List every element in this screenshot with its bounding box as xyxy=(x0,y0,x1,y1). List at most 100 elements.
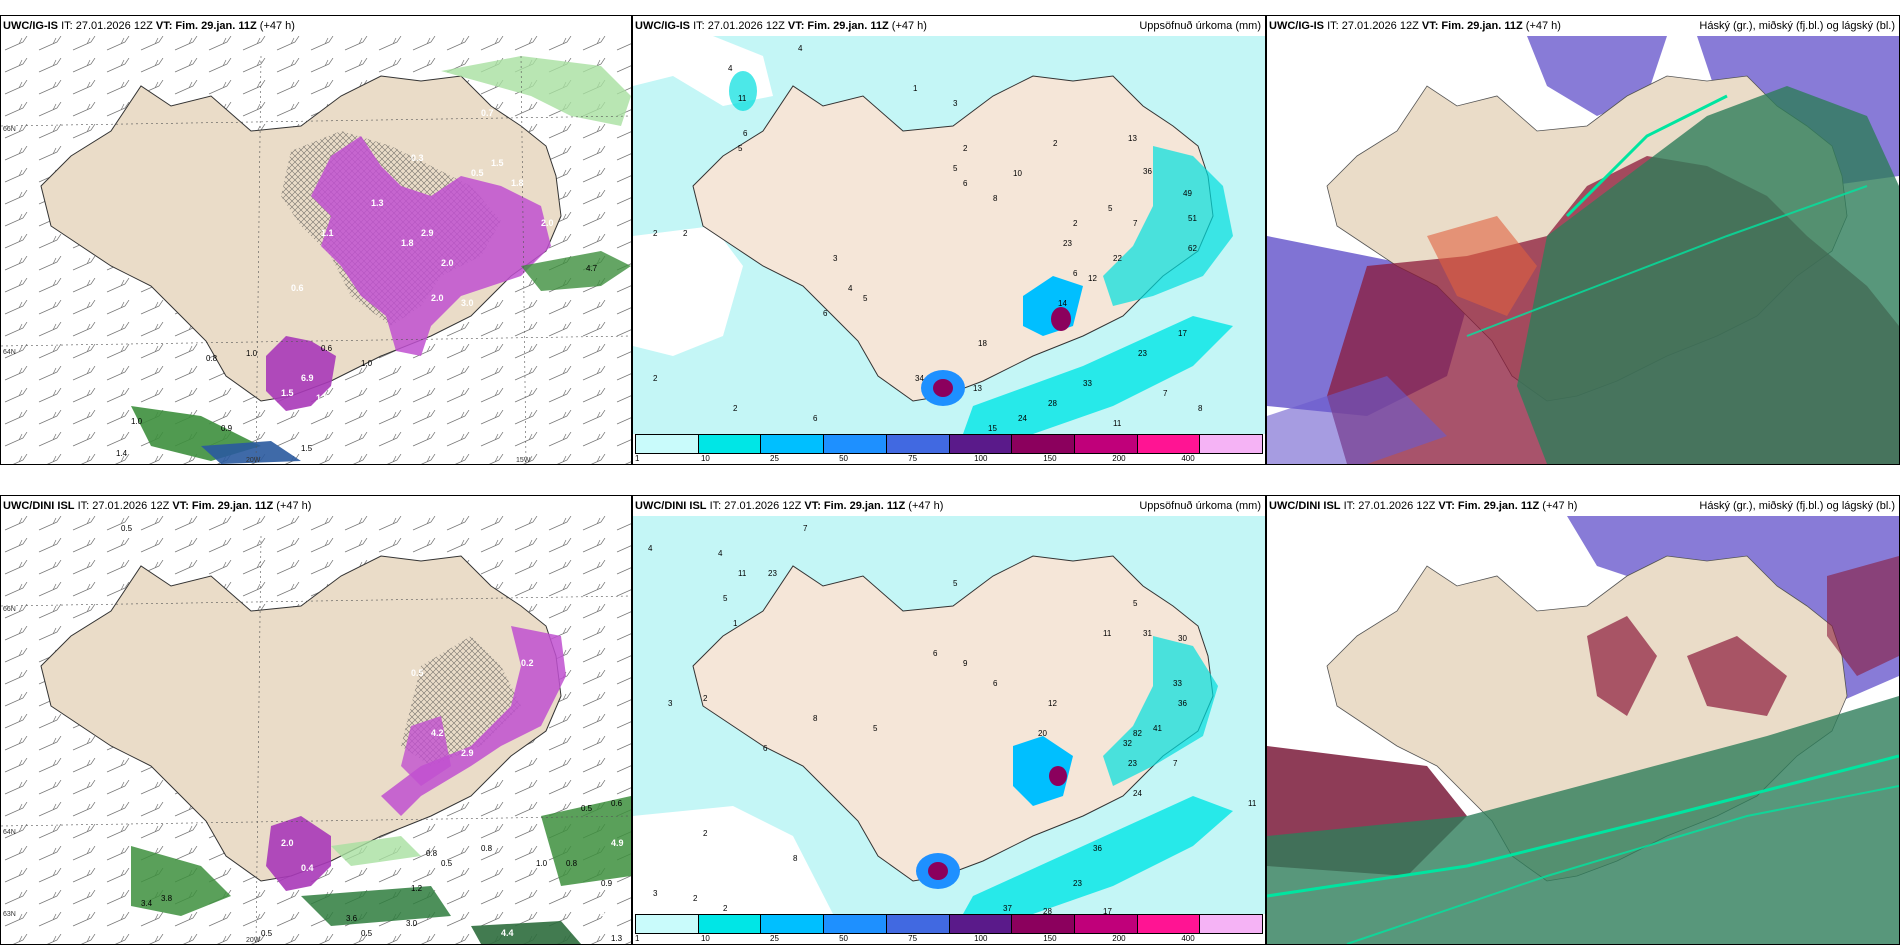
svg-text:18: 18 xyxy=(978,339,987,348)
svg-text:17: 17 xyxy=(1178,329,1187,338)
svg-text:1.5: 1.5 xyxy=(301,444,313,453)
svg-text:5: 5 xyxy=(1108,204,1113,213)
svg-text:1.1: 1.1 xyxy=(321,228,334,238)
panel-ig-wind: UWC/IG-IS IT: 27.01.2026 12Z VT: Fim. 29… xyxy=(0,15,632,465)
svg-text:1.5: 1.5 xyxy=(491,158,504,168)
svg-text:36: 36 xyxy=(1093,844,1102,853)
colorbar xyxy=(635,434,1263,454)
svg-text:0.5: 0.5 xyxy=(441,859,453,868)
svg-text:2: 2 xyxy=(1053,139,1058,148)
svg-text:28: 28 xyxy=(1048,399,1057,408)
svg-text:28: 28 xyxy=(1043,907,1052,914)
init-time: IT: 27.01.2026 12Z xyxy=(1327,20,1419,32)
svg-text:3.0: 3.0 xyxy=(461,298,474,308)
svg-text:2: 2 xyxy=(653,229,658,238)
svg-text:0.4: 0.4 xyxy=(301,863,314,873)
panel-header: UWC/DINI ISL IT: 27.01.2026 12Z VT: Fim.… xyxy=(1267,496,1899,516)
svg-text:2: 2 xyxy=(1073,219,1078,228)
svg-text:3.0: 3.0 xyxy=(406,919,418,928)
wind-precip-map[interactable]: 66N 64N 20W 15W 0.3 0.7 1.3 2.9 1.1 0.6 … xyxy=(1,36,631,464)
iceland-land xyxy=(40,555,562,882)
axis-lat63: 63N xyxy=(3,911,16,918)
svg-text:8: 8 xyxy=(1198,404,1203,413)
panel-header: UWC/IG-IS IT: 27.01.2026 12Z VT: Fim. 29… xyxy=(633,16,1265,36)
svg-text:2: 2 xyxy=(683,229,688,238)
svg-text:7: 7 xyxy=(1163,389,1168,398)
svg-text:5: 5 xyxy=(1133,599,1138,608)
svg-text:4.9: 4.9 xyxy=(611,838,624,848)
svg-text:5: 5 xyxy=(723,594,728,603)
accum-precip-map[interactable]: 4 4 11 6 5 1 3 2 5 6 8 10 2 2 13 23 5 36… xyxy=(633,36,1265,434)
wind-precip-map[interactable]: 66N 64N 63N 20W 0.5 0.2 0.5 2.0 0.4 3.8 … xyxy=(1,516,631,944)
svg-text:2.9: 2.9 xyxy=(461,748,474,758)
svg-text:1.4: 1.4 xyxy=(116,449,128,458)
svg-text:15: 15 xyxy=(988,424,997,433)
valid-time: VT: Fim. 29.jan. 11Z xyxy=(1421,20,1523,32)
svg-text:17: 17 xyxy=(1103,907,1112,914)
init-time: IT: 27.01.2026 12Z xyxy=(77,500,170,512)
panel-header: UWC/DINI ISL IT: 27.01.2026 12Z VT: Fim.… xyxy=(1,496,631,516)
svg-text:41: 41 xyxy=(1153,724,1162,733)
svg-text:2.9: 2.9 xyxy=(421,228,434,238)
panel-dini-precip: UWC/DINI ISL IT: 27.01.2026 12Z VT: Fim.… xyxy=(632,495,1266,945)
precip-south xyxy=(266,336,336,411)
svg-text:2.0: 2.0 xyxy=(541,218,554,228)
init-time: IT: 27.01.2026 12Z xyxy=(693,20,785,32)
svg-text:1: 1 xyxy=(913,84,918,93)
svg-text:6: 6 xyxy=(813,414,818,423)
panel-dini-wind: UWC/DINI ISL IT: 27.01.2026 12Z VT: Fim.… xyxy=(0,495,632,945)
cloud-cover-map[interactable] xyxy=(1267,516,1899,944)
valid-time: VT: Fim. 29.jan. 11Z xyxy=(155,20,257,32)
svg-text:6: 6 xyxy=(933,649,938,658)
svg-text:32: 32 xyxy=(1123,739,1132,748)
svg-text:6: 6 xyxy=(743,129,748,138)
svg-text:5: 5 xyxy=(738,144,743,153)
svg-text:6: 6 xyxy=(993,679,998,688)
svg-text:6: 6 xyxy=(763,744,768,753)
init-time: IT: 27.01.2026 12Z xyxy=(1343,500,1436,512)
svg-text:0.8: 0.8 xyxy=(481,844,493,853)
svg-text:0.6: 0.6 xyxy=(611,799,623,808)
svg-text:51: 51 xyxy=(1188,214,1197,223)
panel-ig-clouds: UWC/IG-IS IT: 27.01.2026 12Z VT: Fim. 29… xyxy=(1266,15,1900,465)
svg-text:6.9: 6.9 xyxy=(301,373,314,383)
precip-totals: 7 4 4 11 23 5 3 2 1 8 5 6 9 6 12 20 5 11… xyxy=(648,524,1257,914)
svg-text:12: 12 xyxy=(1088,274,1097,283)
svg-text:3.6: 3.6 xyxy=(346,914,358,923)
svg-text:3: 3 xyxy=(653,889,658,898)
svg-text:11: 11 xyxy=(1103,629,1112,638)
svg-text:6: 6 xyxy=(1073,269,1078,278)
svg-text:0.5: 0.5 xyxy=(581,804,593,813)
lead-time: (+47 h) xyxy=(276,500,312,512)
svg-text:12: 12 xyxy=(1048,699,1057,708)
svg-text:1.0: 1.0 xyxy=(131,417,143,426)
svg-text:1.0: 1.0 xyxy=(246,349,258,358)
panel-subtitle: Uppsöfnuð úrkoma (mm) xyxy=(1139,500,1261,512)
svg-text:0.2: 0.2 xyxy=(521,658,534,668)
accum-precip-map[interactable]: 7 4 4 11 23 5 3 2 1 8 5 6 9 6 12 20 5 11… xyxy=(633,516,1265,914)
axis-lat64: 64N xyxy=(3,349,16,356)
svg-text:11: 11 xyxy=(1113,419,1122,428)
init-time: IT: 27.01.2026 12Z xyxy=(61,20,153,32)
svg-text:0.6: 0.6 xyxy=(321,344,333,353)
svg-text:23: 23 xyxy=(768,569,777,578)
svg-text:0.7: 0.7 xyxy=(481,108,494,118)
svg-text:49: 49 xyxy=(1183,189,1192,198)
svg-text:11: 11 xyxy=(738,94,747,103)
svg-text:0.3: 0.3 xyxy=(411,153,424,163)
cloud-cover-map[interactable] xyxy=(1267,36,1899,464)
svg-text:0.8: 0.8 xyxy=(426,849,438,858)
panel-subtitle: Uppsöfnuð úrkoma (mm) xyxy=(1139,20,1261,32)
svg-text:9: 9 xyxy=(963,659,968,668)
svg-text:11: 11 xyxy=(738,569,747,578)
axis-lat64: 64N xyxy=(3,829,16,836)
svg-text:22: 22 xyxy=(1113,254,1122,263)
svg-text:24: 24 xyxy=(1133,789,1142,798)
svg-text:24: 24 xyxy=(1018,414,1027,423)
svg-text:11: 11 xyxy=(1248,799,1257,808)
axis-lat66: 66N xyxy=(3,606,16,613)
panel-header: UWC/DINI ISL IT: 27.01.2026 12Z VT: Fim.… xyxy=(633,496,1265,516)
svg-text:5: 5 xyxy=(863,294,868,303)
lead-time: (+47 h) xyxy=(891,20,927,32)
svg-text:10: 10 xyxy=(1013,169,1022,178)
